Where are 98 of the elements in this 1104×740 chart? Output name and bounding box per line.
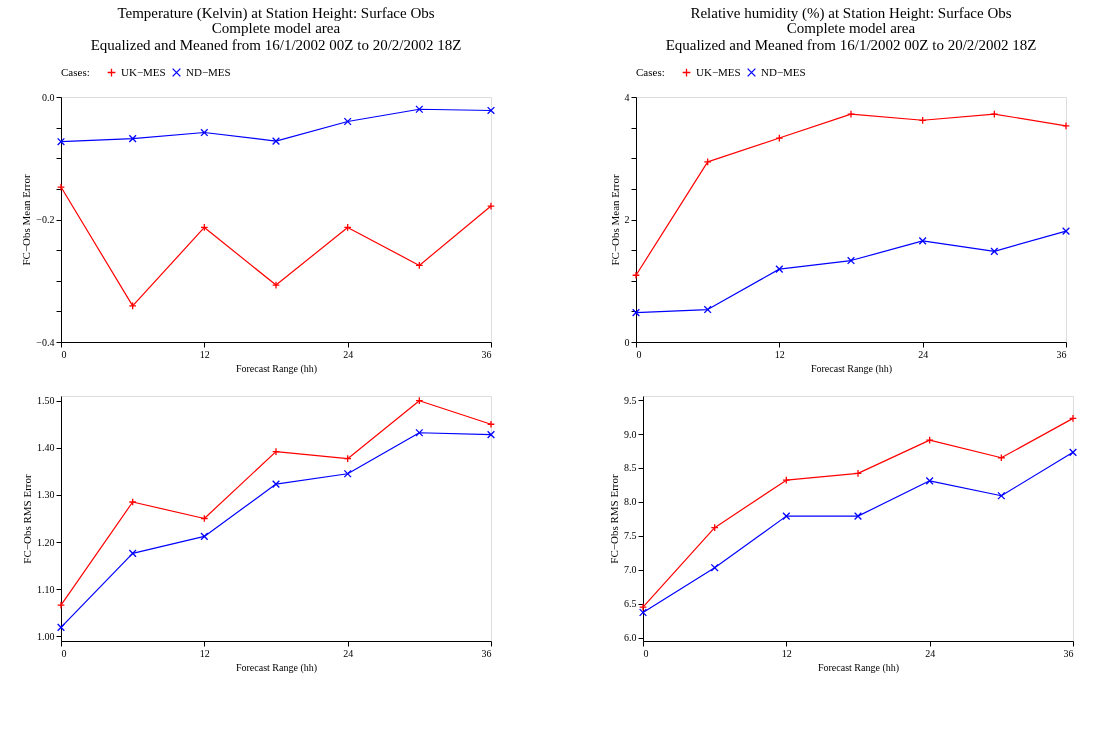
point bbox=[57, 623, 65, 632]
y-tick-label: 9.5 bbox=[624, 394, 637, 406]
chart-subtitle: Complete model area Equalized and Meaned from 16/1/2002 00Z to 20/2/2002 18Z bbox=[665, 20, 1037, 53]
x-tick-label: 12 bbox=[199, 348, 210, 360]
y-tick-label: 6.5 bbox=[624, 598, 637, 610]
x-tick-label: 24 bbox=[925, 647, 936, 659]
point bbox=[854, 469, 862, 478]
point bbox=[272, 447, 280, 456]
point bbox=[272, 480, 280, 489]
y-tick-label: 1.20 bbox=[37, 536, 55, 548]
point bbox=[639, 603, 647, 612]
point bbox=[128, 134, 137, 143]
point bbox=[1062, 121, 1070, 130]
x-tick-label: 0 bbox=[61, 647, 67, 659]
point bbox=[782, 512, 791, 521]
x-tick-label: 24 bbox=[918, 348, 929, 360]
point bbox=[57, 183, 65, 192]
legend-title: Cases: bbox=[61, 66, 90, 78]
x-tick-label: 36 bbox=[481, 348, 492, 360]
y-tick-label: 8.0 bbox=[624, 496, 637, 508]
chart-subtitle: Complete model area Equalized and Meaned from 16/1/2002 00Z to 20/2/2002 18Z bbox=[90, 20, 462, 53]
point bbox=[487, 420, 495, 429]
point bbox=[128, 498, 137, 507]
x-tick-label: 36 bbox=[481, 647, 492, 659]
point bbox=[990, 247, 999, 256]
y-tick-label: 1.00 bbox=[37, 630, 55, 642]
x-tick-label: 0 bbox=[643, 647, 649, 659]
y-tick-label: −0.2 bbox=[36, 214, 55, 225]
x-tick-label: 12 bbox=[199, 647, 210, 659]
x-tick-label: 36 bbox=[1063, 647, 1074, 659]
y-tick-label: 2 bbox=[624, 214, 630, 225]
y-axis-title: FC−Obs RMS Error bbox=[21, 474, 33, 564]
point bbox=[343, 469, 352, 478]
y-tick-label: 7.0 bbox=[624, 564, 637, 576]
point bbox=[415, 105, 424, 114]
y-tick-label: 8.5 bbox=[624, 462, 637, 474]
legend-title: Cases: bbox=[636, 66, 665, 78]
y-axis-title: FC−Obs RMS Error bbox=[608, 474, 620, 564]
point bbox=[200, 128, 209, 137]
y-tick-label: 1.30 bbox=[37, 489, 55, 501]
x-axis-title: Forecast Range (hh) bbox=[810, 362, 893, 375]
chart-title: Relative humidity (%) at Station Height: Surface Obs bbox=[690, 5, 1012, 22]
x-tick-label: 24 bbox=[343, 647, 354, 659]
x-tick-label: 36 bbox=[1056, 348, 1067, 360]
point bbox=[710, 563, 719, 572]
legend-label: ND−MES bbox=[761, 65, 806, 78]
point bbox=[775, 265, 784, 274]
legend-label: UK−MES bbox=[696, 65, 741, 78]
y-tick-label: 4 bbox=[624, 91, 630, 103]
y-tick-label: 0.0 bbox=[42, 91, 55, 103]
point bbox=[272, 281, 280, 290]
point bbox=[997, 491, 1006, 500]
point bbox=[57, 137, 65, 146]
legend-label: UK−MES bbox=[121, 65, 166, 78]
point bbox=[632, 271, 640, 280]
point bbox=[639, 608, 647, 617]
point bbox=[775, 134, 784, 143]
point bbox=[487, 430, 495, 439]
point bbox=[343, 117, 352, 126]
point bbox=[272, 137, 280, 146]
x-tick-label: 12 bbox=[781, 647, 792, 659]
point bbox=[487, 202, 495, 211]
point bbox=[200, 532, 209, 541]
point bbox=[128, 549, 137, 558]
x-tick-label: 0 bbox=[61, 348, 67, 360]
point bbox=[1069, 448, 1077, 457]
y-tick-label: −0.4 bbox=[36, 336, 55, 348]
legend-label: ND−MES bbox=[186, 65, 231, 78]
x-axis-title: Forecast Range (hh) bbox=[235, 661, 318, 674]
point bbox=[1069, 414, 1077, 423]
point bbox=[918, 236, 927, 245]
y-axis-title: FC−Obs Mean Error bbox=[20, 174, 33, 266]
point bbox=[487, 106, 495, 115]
x-tick-label: 12 bbox=[774, 348, 785, 360]
point bbox=[854, 512, 862, 521]
y-tick-label: 1.10 bbox=[37, 583, 55, 595]
y-tick-label: 1.40 bbox=[37, 442, 55, 454]
x-axis-title: Forecast Range (hh) bbox=[817, 661, 900, 674]
point bbox=[925, 436, 934, 445]
x-tick-label: 24 bbox=[343, 348, 354, 360]
point bbox=[703, 157, 712, 166]
point bbox=[703, 305, 712, 314]
y-tick-label: 6.0 bbox=[624, 632, 637, 644]
y-tick-label: 1.50 bbox=[37, 395, 55, 407]
y-tick-label: 7.5 bbox=[624, 530, 637, 542]
y-tick-label: 9.0 bbox=[624, 428, 637, 440]
y-tick-label: 0 bbox=[624, 336, 630, 348]
y-axis-title: FC−Obs Mean Error bbox=[608, 174, 621, 266]
x-axis-title: Forecast Range (hh) bbox=[235, 362, 318, 375]
point bbox=[925, 476, 934, 485]
point bbox=[847, 110, 855, 119]
point bbox=[415, 428, 424, 437]
point bbox=[632, 308, 640, 317]
point bbox=[847, 256, 855, 265]
point bbox=[57, 601, 65, 610]
chart-title: Temperature (Kelvin) at Station Height: Surface Obs bbox=[117, 5, 435, 22]
point bbox=[1062, 227, 1070, 236]
point bbox=[128, 301, 137, 310]
